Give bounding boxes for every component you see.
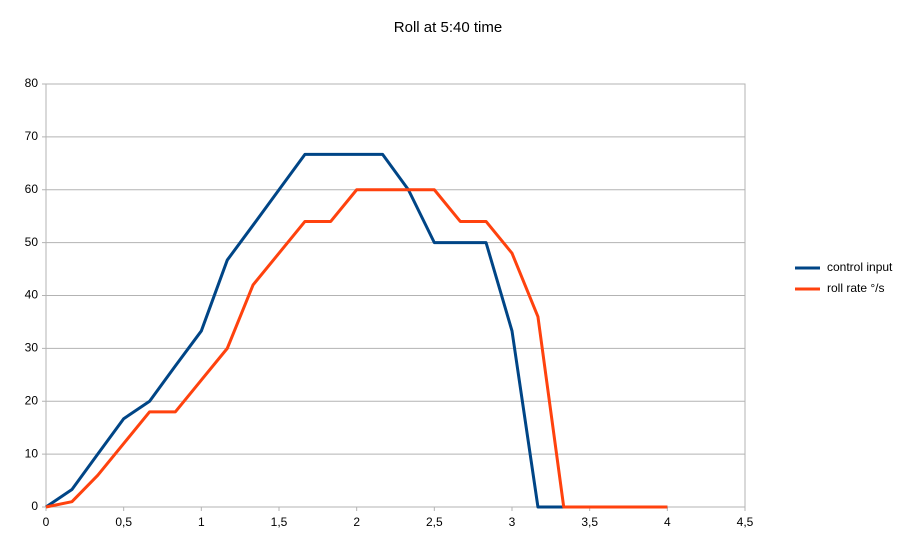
x-tick-label: 0 bbox=[43, 515, 50, 529]
x-tick-label: 3 bbox=[509, 515, 516, 529]
x-tick-label: 2,5 bbox=[426, 515, 443, 529]
legend-label: control input bbox=[827, 260, 893, 274]
x-tick-label: 4,5 bbox=[737, 515, 754, 529]
x-tick-label: 1,5 bbox=[271, 515, 288, 529]
y-tick-label: 40 bbox=[25, 288, 39, 302]
y-tick-label: 60 bbox=[25, 182, 39, 196]
x-tick-label: 0,5 bbox=[115, 515, 132, 529]
x-tick-label: 2 bbox=[353, 515, 360, 529]
y-tick-label: 20 bbox=[25, 393, 39, 407]
y-tick-label: 70 bbox=[25, 129, 39, 143]
y-tick-label: 10 bbox=[25, 446, 39, 460]
legend-label: roll rate °/s bbox=[827, 281, 884, 295]
y-tick-label: 30 bbox=[25, 341, 39, 355]
y-tick-label: 80 bbox=[25, 76, 39, 90]
x-tick-label: 3,5 bbox=[581, 515, 598, 529]
y-tick-label: 0 bbox=[31, 499, 38, 513]
data-line bbox=[45, 188, 668, 509]
chart-title: Roll at 5:40 time bbox=[394, 19, 502, 36]
x-tick-label: 4 bbox=[664, 515, 671, 529]
y-tick-label: 50 bbox=[25, 235, 39, 249]
plot-border bbox=[45, 83, 746, 508]
x-tick-label: 1 bbox=[198, 515, 205, 529]
